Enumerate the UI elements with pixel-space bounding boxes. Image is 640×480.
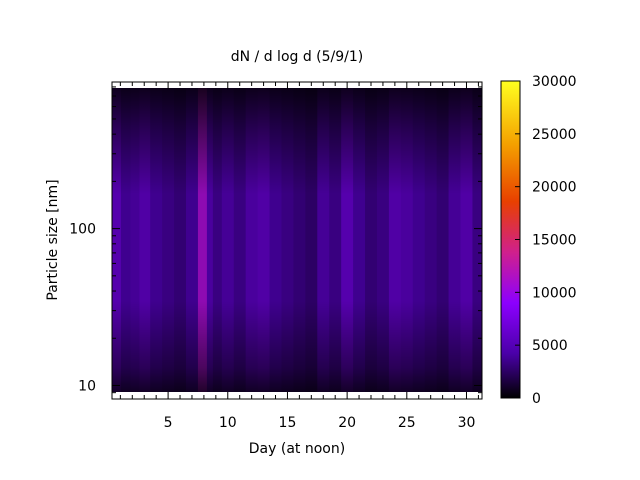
plot-frame	[111, 81, 483, 400]
colorbar-tick-label: 20000	[532, 180, 577, 196]
colorbar-tick-label: 0	[532, 391, 541, 407]
y-tick-label: 10	[78, 378, 96, 394]
colorbar-tick-label: 5000	[532, 338, 568, 354]
colorbar-tick-label: 30000	[532, 74, 577, 90]
colorbar-tick-label: 10000	[532, 285, 577, 301]
vertical-shading	[112, 88, 482, 392]
chart-title: dN / d log d (5/9/1)	[231, 49, 364, 65]
x-tick-label: 30	[458, 415, 476, 431]
colorbar-tick-label: 15000	[532, 233, 577, 249]
x-tick-label: 20	[338, 415, 356, 431]
y-axis-label: Particle size [nm]	[45, 179, 61, 300]
x-tick-label: 10	[219, 415, 237, 431]
y-axis-ticks: 10 100	[69, 86, 482, 394]
y-tick-label: 100	[69, 222, 96, 238]
x-axis-ticks: 5 10 15 20 25 30	[119, 82, 479, 431]
x-tick-label: 15	[279, 415, 297, 431]
colorbar-ticks: 0 5000 10000 15000 20000 25000 30000	[515, 74, 577, 407]
x-tick-label: 25	[398, 415, 416, 431]
x-axis-label: Day (at noon)	[249, 441, 345, 457]
colorbar-tick-label: 25000	[532, 127, 577, 143]
x-tick-label: 5	[164, 415, 173, 431]
